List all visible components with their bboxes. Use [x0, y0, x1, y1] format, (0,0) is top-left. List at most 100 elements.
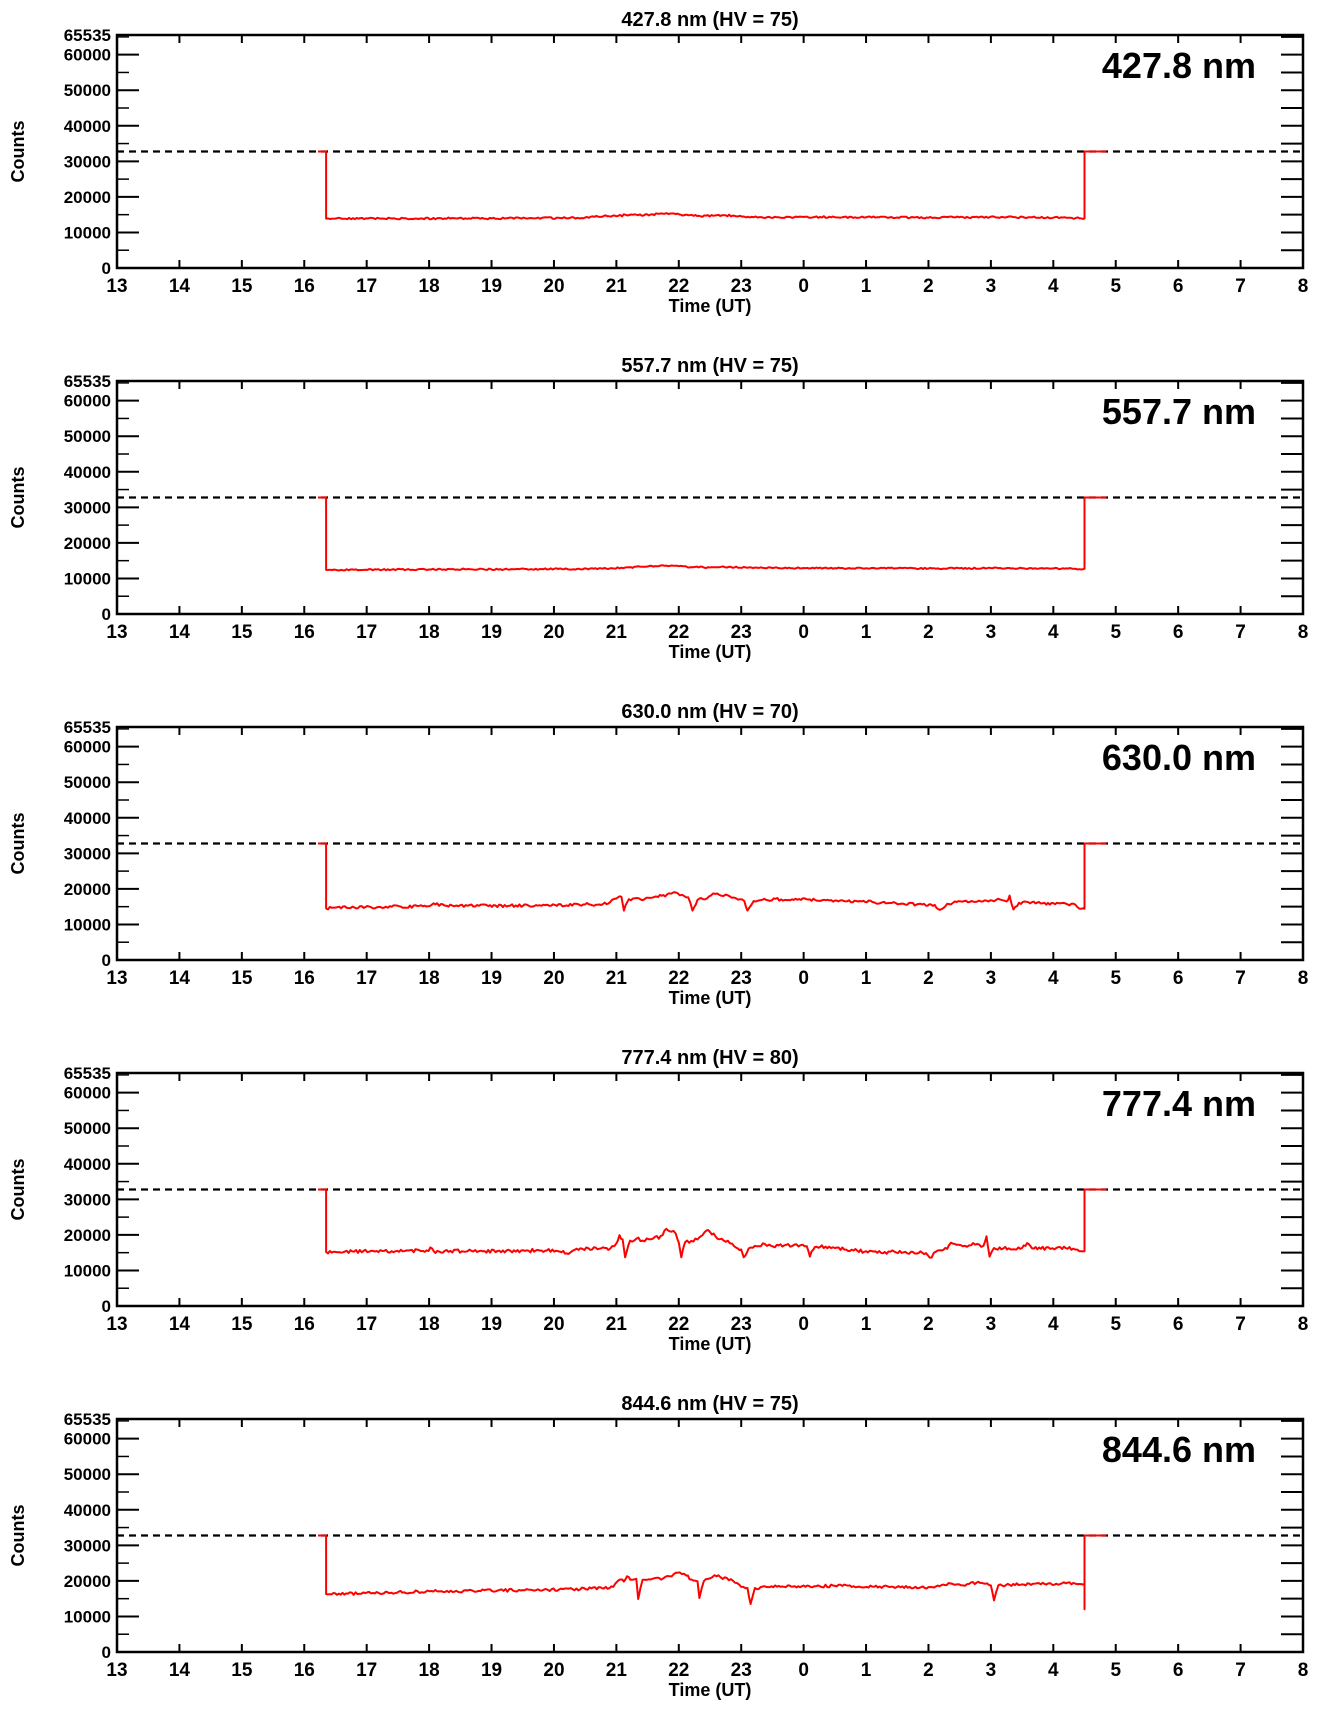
data-trace	[318, 1188, 1107, 1259]
x-tick-label: 20	[543, 276, 564, 297]
x-tick-label: 8	[1298, 622, 1309, 643]
x-tick-label: 17	[356, 1314, 377, 1335]
x-tick-label: 23	[731, 622, 752, 643]
x-tick-label: 20	[543, 1314, 564, 1335]
wavelength-label: 844.6 nm	[1102, 1429, 1256, 1470]
x-tick-label: 16	[294, 1314, 315, 1335]
y-tick-label: 50000	[64, 1119, 111, 1138]
y-tick-label: 10000	[64, 915, 111, 934]
chart-title: 777.4 nm (HV = 80)	[621, 1047, 798, 1069]
x-tick-label: 19	[481, 968, 502, 989]
y-axis-title: Counts	[8, 1505, 28, 1567]
data-trace	[318, 1534, 1107, 1611]
y-tick-label: 10000	[64, 1607, 111, 1626]
chart-title: 427.8 nm (HV = 75)	[621, 9, 798, 31]
y-tick-label: 30000	[64, 844, 111, 863]
x-tick-label: 4	[1048, 1314, 1059, 1335]
y-tick-label: 0	[102, 1297, 111, 1316]
x-tick-label: 5	[1110, 1314, 1121, 1335]
plot-frame	[115, 379, 1305, 616]
x-tick-label: 13	[106, 968, 127, 989]
y-tick-label: 60000	[64, 1430, 111, 1449]
y-tick-label: 0	[102, 605, 111, 624]
wavelength-label: 777.4 nm	[1102, 1083, 1256, 1124]
x-tick-label: 21	[606, 1314, 628, 1335]
x-tick-label: 4	[1048, 276, 1059, 297]
x-tick-label: 1	[861, 968, 872, 989]
x-tick-label: 8	[1298, 1660, 1309, 1681]
x-tick-label: 22	[668, 622, 689, 643]
y-tick-label: 0	[102, 259, 111, 278]
y-tick-label: 10000	[64, 223, 111, 242]
x-axis-title: Time (UT)	[669, 296, 752, 316]
chart-title: 557.7 nm (HV = 75)	[621, 355, 798, 377]
x-tick-label: 22	[668, 1314, 689, 1335]
x-axis-title: Time (UT)	[669, 1680, 752, 1700]
y-axis-title: Counts	[8, 813, 28, 875]
x-tick-label: 6	[1173, 968, 1184, 989]
wavelength-label: 557.7 nm	[1102, 391, 1256, 432]
x-tick-label: 6	[1173, 276, 1184, 297]
x-tick-label: 15	[231, 1660, 253, 1681]
x-tick-label: 19	[481, 622, 502, 643]
x-tick-label: 1	[861, 1314, 872, 1335]
x-tick-label: 15	[231, 968, 253, 989]
x-tick-label: 22	[668, 276, 689, 297]
x-tick-label: 21	[606, 1660, 628, 1681]
data-trace	[318, 842, 1107, 912]
x-tick-label: 18	[419, 1660, 440, 1681]
x-tick-label: 17	[356, 1660, 377, 1681]
x-tick-label: 0	[798, 276, 809, 297]
x-tick-label: 4	[1048, 968, 1059, 989]
data-trace	[318, 150, 1107, 221]
x-tick-label: 8	[1298, 276, 1309, 297]
chart-panel-2: 557.7 nm (HV = 75)13 14 15 16 17 18 19 20 21 22 23…	[8, 355, 1309, 662]
y-tick-label: 65535	[64, 718, 111, 737]
chart-title: 630.0 nm (HV = 70)	[621, 701, 798, 723]
x-tick-label: 3	[986, 276, 997, 297]
x-tick-label: 4	[1048, 1660, 1059, 1681]
y-tick-label: 50000	[64, 1465, 111, 1484]
x-tick-label: 2	[923, 622, 934, 643]
x-tick-label: 2	[923, 1314, 934, 1335]
y-tick-label: 40000	[64, 1155, 111, 1174]
y-tick-label: 60000	[64, 738, 111, 757]
x-tick-label: 23	[731, 276, 752, 297]
x-tick-label: 8	[1298, 968, 1309, 989]
x-tick-label: 14	[169, 1314, 191, 1335]
x-tick-label: 18	[419, 1314, 440, 1335]
x-tick-label: 2	[923, 1660, 934, 1681]
y-tick-label: 0	[102, 1643, 111, 1662]
y-tick-label: 20000	[64, 880, 111, 899]
x-tick-label: 5	[1110, 1660, 1121, 1681]
chart-panel-4: 777.4 nm (HV = 80)13 14 15 16 17 18 19 20 21 22 23…	[8, 1047, 1308, 1354]
y-tick-label: 30000	[64, 152, 111, 171]
y-tick-label: 40000	[64, 463, 111, 482]
y-tick-label: 20000	[64, 1572, 111, 1591]
x-tick-label: 0	[798, 1314, 809, 1335]
x-tick-label: 18	[419, 968, 440, 989]
y-tick-label: 50000	[64, 427, 111, 446]
y-tick-label: 50000	[64, 81, 111, 100]
chart-panel-5: 844.6 nm (HV = 75)13 14 15 16 17 18 19 20 21 22 23…	[8, 1393, 1309, 1700]
x-tick-label: 22	[668, 1660, 689, 1681]
x-tick-label: 15	[231, 1314, 253, 1335]
x-tick-label: 15	[231, 276, 253, 297]
x-tick-label: 1	[861, 276, 872, 297]
x-tick-label: 6	[1173, 1314, 1184, 1335]
x-tick-label: 20	[543, 1660, 564, 1681]
x-tick-label: 23	[731, 1660, 752, 1681]
y-tick-label: 20000	[64, 188, 111, 207]
x-tick-label: 19	[481, 1314, 502, 1335]
x-axis-title: Time (UT)	[669, 988, 752, 1008]
x-tick-label: 21	[606, 968, 628, 989]
x-tick-label: 3	[986, 1660, 997, 1681]
x-tick-label: 16	[294, 276, 315, 297]
x-tick-label: 23	[731, 1314, 752, 1335]
x-tick-label: 0	[798, 1660, 809, 1681]
x-tick-label: 23	[731, 968, 752, 989]
x-tick-label: 7	[1235, 1314, 1246, 1335]
x-tick-label: 14	[169, 276, 191, 297]
y-tick-label: 30000	[64, 1536, 111, 1555]
